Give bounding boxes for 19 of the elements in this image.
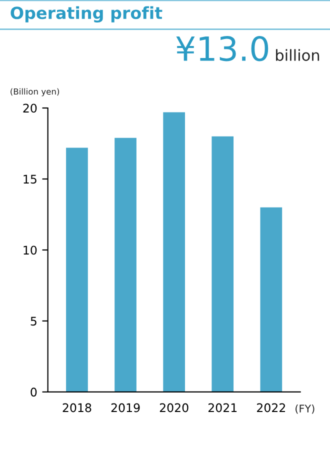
x-tick-label: 2018	[62, 403, 92, 412]
y-tick-label: 15	[24, 174, 36, 184]
bar	[114, 138, 136, 392]
bar	[163, 112, 185, 392]
x-tick-label: 2021	[208, 403, 237, 412]
chart-subtitle: ¥13.0 billion	[176, 36, 320, 62]
x-axis-title: (FY)	[296, 404, 314, 414]
x-tick-label: 2019	[111, 403, 140, 412]
chart-title: Operating profit	[10, 6, 162, 23]
bar	[212, 136, 234, 392]
y-tick-label: 10	[24, 246, 37, 255]
y-tick-label: 5	[30, 316, 36, 326]
bar	[66, 148, 88, 392]
x-tick-label: 2020	[160, 403, 188, 412]
bar	[260, 207, 282, 392]
y-tick-label: 20	[23, 104, 37, 113]
y-tick-label: 0	[30, 388, 37, 397]
x-tick-label: 2022	[257, 403, 286, 412]
y-axis-title: (Billion yen)	[10, 88, 60, 96]
